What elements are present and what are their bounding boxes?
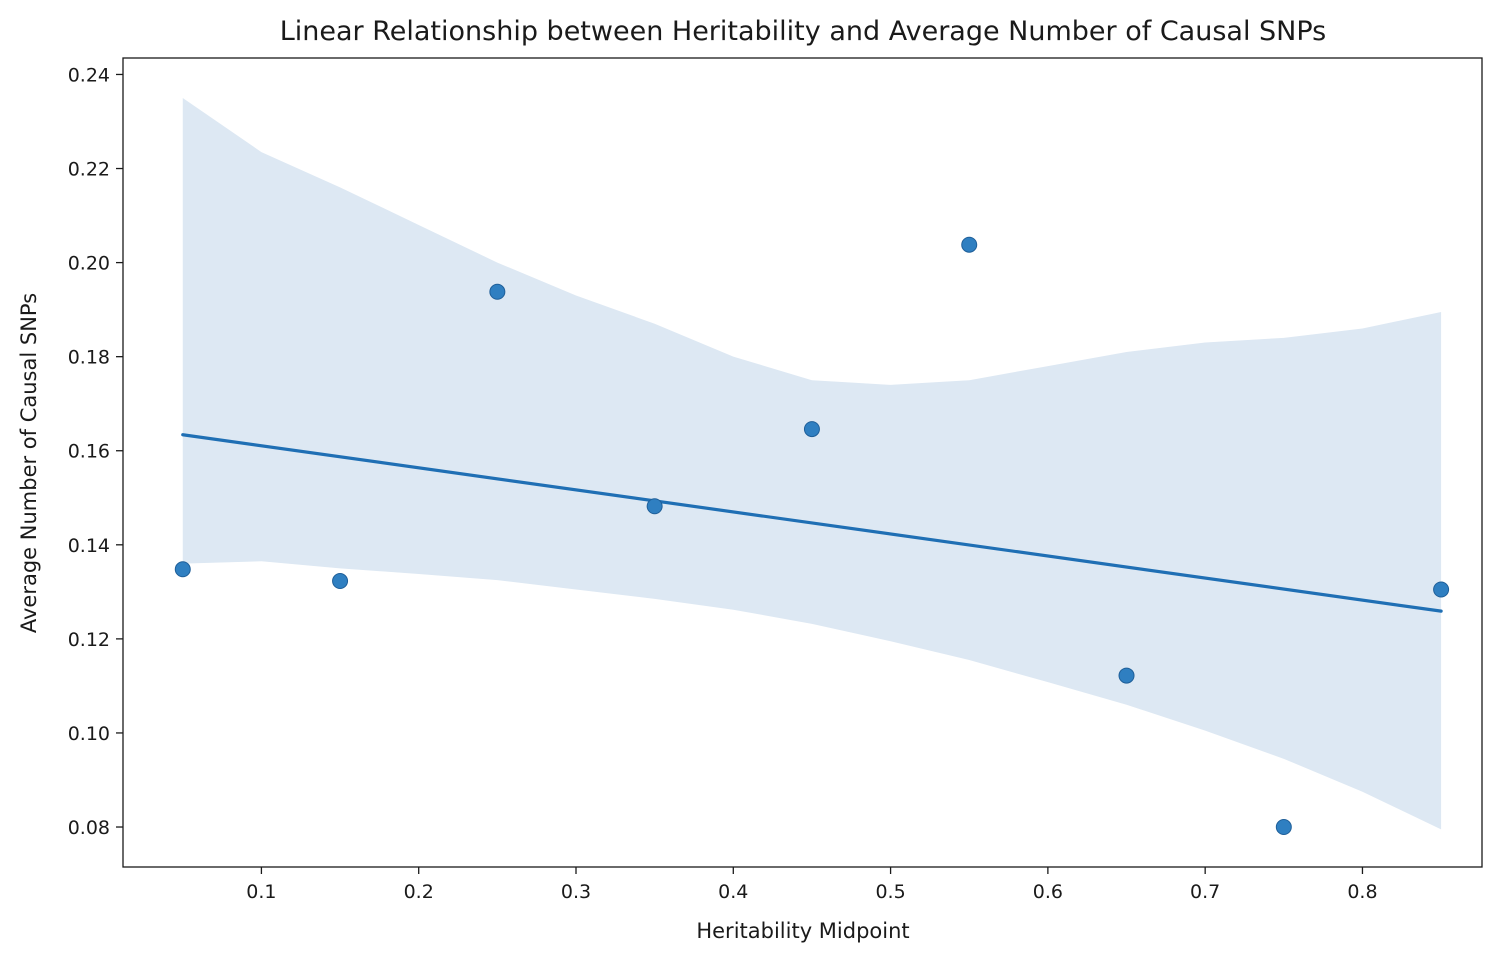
y-tick-label: 0.10: [68, 723, 110, 745]
x-tick-label: 0.5: [875, 881, 905, 903]
x-tick-label: 0.7: [1190, 881, 1220, 903]
data-point: [174, 561, 191, 578]
data-point: [489, 283, 506, 300]
data-point: [1433, 581, 1450, 598]
y-tick-label: 0.18: [68, 347, 110, 369]
y-tick-label: 0.12: [68, 629, 110, 651]
data-point: [961, 236, 978, 253]
regression-line: [181, 433, 1443, 613]
y-tick-label: 0.14: [68, 535, 110, 557]
x-axis-ticks: 0.1 0.2 0.3 0.4 0.5 0.6 0.7 0.8: [246, 867, 1378, 903]
x-tick-label: 0.6: [1033, 881, 1063, 903]
y-tick-label: 0.22: [68, 159, 110, 181]
x-tick-label: 0.4: [718, 881, 748, 903]
y-tick-label: 0.20: [68, 253, 110, 275]
x-axis-label: Heritability Midpoint: [696, 919, 909, 943]
confidence-band: [182, 97, 1442, 830]
plot-frame: [122, 57, 1483, 868]
chart-title: Linear Relationship between Heritability…: [280, 16, 1327, 47]
x-tick-label: 0.3: [561, 881, 591, 903]
data-point: [646, 498, 663, 515]
y-axis-label: Average Number of Causal SNPs: [17, 293, 41, 633]
y-tick-label: 0.16: [68, 441, 110, 463]
data-points-layer: [174, 236, 1450, 836]
y-axis-ticks: 0.08 0.10 0.12 0.14 0.16 0.18 0.20 0.22 0.24: [68, 64, 123, 839]
x-tick-label: 0.8: [1347, 881, 1377, 903]
x-tick-label: 0.2: [404, 881, 434, 903]
x-tick-label: 0.1: [246, 881, 276, 903]
data-point: [1275, 819, 1292, 836]
y-tick-label: 0.08: [68, 817, 110, 839]
y-tick-label: 0.24: [68, 64, 110, 86]
data-point: [1118, 667, 1135, 684]
confidence-band-layer: [182, 97, 1442, 830]
data-point: [803, 421, 820, 438]
regression-line-layer: [181, 433, 1443, 613]
data-point: [332, 573, 349, 590]
